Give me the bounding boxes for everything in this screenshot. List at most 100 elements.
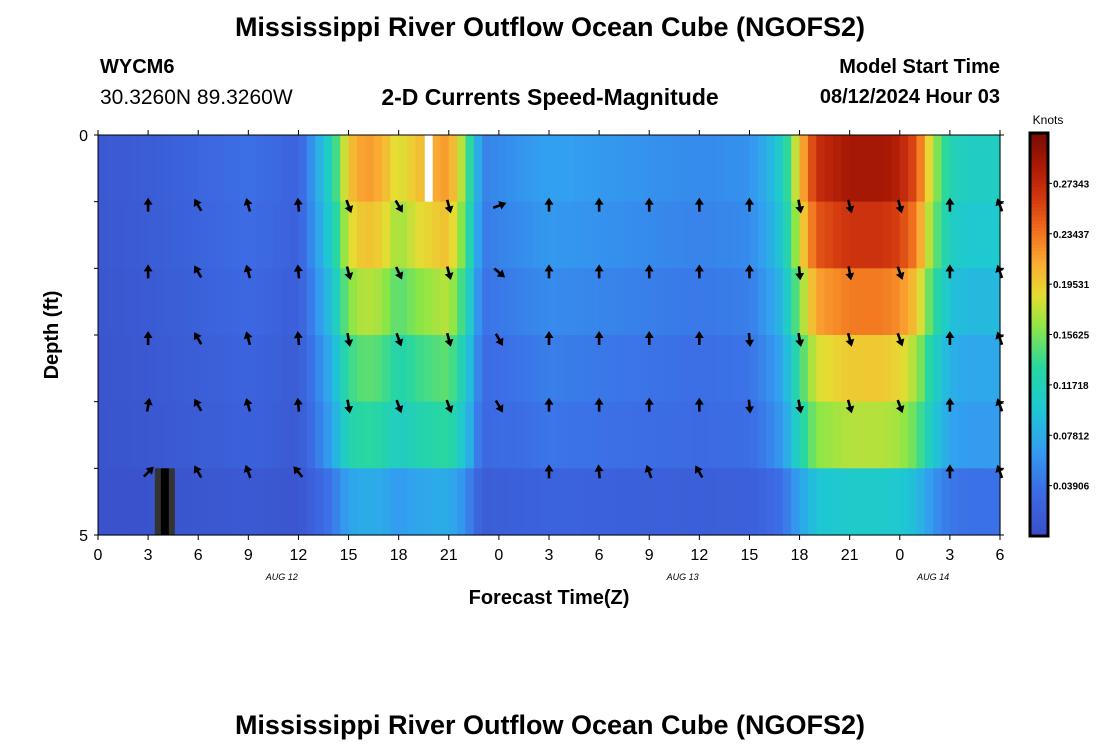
heatmap-cell xyxy=(732,468,742,536)
colorbar-segment xyxy=(1030,227,1048,231)
heatmap-cell xyxy=(231,135,241,203)
heatmap-cell xyxy=(356,135,366,203)
heatmap-cell xyxy=(615,401,625,469)
heatmap-cell xyxy=(457,335,467,403)
heatmap-cell xyxy=(390,468,400,536)
heatmap-cell xyxy=(465,335,475,403)
colorbar-segment xyxy=(1030,408,1048,413)
heatmap-cell xyxy=(908,268,918,336)
heatmap-cell xyxy=(123,268,133,336)
heatmap-cell xyxy=(824,201,834,269)
colorbar-segment xyxy=(1030,512,1048,517)
heatmap-cell xyxy=(398,468,408,536)
heatmap-cell xyxy=(841,335,851,403)
current-arrow xyxy=(845,266,855,281)
heatmap-cell xyxy=(415,201,425,269)
heatmap-cell xyxy=(615,201,625,269)
current-arrow-head xyxy=(945,464,955,472)
colorbar-segment xyxy=(1030,455,1048,460)
heatmap-cell xyxy=(214,401,224,469)
current-arrow xyxy=(193,398,203,412)
heatmap-cell xyxy=(273,201,283,269)
heatmap-cell xyxy=(615,135,625,203)
colorbar-segment xyxy=(1030,200,1048,205)
current-arrow-head xyxy=(945,331,955,338)
heatmap-cell xyxy=(490,468,500,536)
heatmap-cell xyxy=(716,335,725,403)
heatmap-cell xyxy=(106,335,116,403)
heatmap-cell xyxy=(974,201,984,269)
heatmap-cell xyxy=(206,468,216,536)
heatmap-cell xyxy=(991,135,1001,203)
heatmap-cell xyxy=(757,268,767,336)
colorbar-segment xyxy=(1030,136,1048,141)
x-tick-label: 3 xyxy=(144,547,153,564)
heatmap-cell xyxy=(799,201,809,269)
current-arrow-head xyxy=(145,466,154,475)
current-arrow xyxy=(193,332,203,345)
current-arrow xyxy=(394,332,404,347)
heatmap-cell xyxy=(340,135,350,203)
heatmap-cell xyxy=(223,201,233,269)
colorbar-segment xyxy=(1030,169,1048,174)
current-arrow-head xyxy=(293,197,303,206)
heatmap-cell xyxy=(933,401,943,469)
heatmap-cell xyxy=(189,401,199,469)
heatmap-cell xyxy=(682,201,692,269)
current-arrow xyxy=(193,198,203,212)
heatmap-cell xyxy=(582,201,592,269)
heatmap-cell xyxy=(181,268,191,336)
current-arrow xyxy=(243,331,253,346)
heatmap-cell xyxy=(423,268,433,336)
heatmap-cell xyxy=(256,468,266,536)
colorbar-segment xyxy=(1030,277,1048,282)
current-arrow-head xyxy=(594,464,604,472)
heatmap-cell xyxy=(883,468,893,536)
heatmap-cell xyxy=(674,335,684,403)
colorbar-segment xyxy=(1030,341,1048,346)
current-arrow-head xyxy=(744,264,754,272)
current-arrow xyxy=(394,266,404,280)
current-arrow xyxy=(444,199,454,214)
heatmap-cell xyxy=(465,268,475,336)
heatmap-cell xyxy=(173,201,183,269)
current-arrow-head xyxy=(544,464,554,472)
heatmap-markers xyxy=(154,135,433,535)
colorbar-segment xyxy=(1030,465,1048,470)
heatmap-cell xyxy=(306,201,316,269)
current-arrow-head xyxy=(496,269,506,278)
heatmap-cell xyxy=(331,468,341,536)
heatmap-cell xyxy=(674,268,684,336)
x-tick-label: 9 xyxy=(244,547,253,564)
heatmap-cell xyxy=(98,268,107,336)
heatmap-cell xyxy=(348,201,358,269)
current-arrow xyxy=(895,399,905,414)
heatmap-cell xyxy=(924,201,934,269)
current-arrow-head xyxy=(795,405,805,414)
current-arrow xyxy=(293,264,303,279)
heatmap-cell xyxy=(164,268,174,336)
current-arrow xyxy=(193,465,203,479)
current-arrow-head xyxy=(694,197,704,205)
heatmap-cell xyxy=(766,135,776,203)
heatmap-cell xyxy=(273,335,283,403)
heatmap-cell xyxy=(340,335,350,403)
heatmap-cell xyxy=(640,401,650,469)
colorbar-segment xyxy=(1030,334,1048,339)
heatmap-cell xyxy=(131,335,141,403)
heatmap-cell xyxy=(632,268,642,336)
current-arrow xyxy=(945,464,955,479)
heatmap-cell xyxy=(298,201,308,269)
station-coordinates: 30.3260N 89.3260W xyxy=(100,86,293,109)
colorbar-segment xyxy=(1030,149,1048,154)
heatmap-cell xyxy=(632,201,642,269)
heatmap-cell xyxy=(899,135,909,203)
x-tick-label: 6 xyxy=(194,547,203,564)
heatmap-cell xyxy=(891,468,901,536)
colorbar-segment xyxy=(1030,495,1048,500)
heatmap-cell xyxy=(599,268,609,336)
heatmap-cell xyxy=(624,135,634,203)
current-arrow-head xyxy=(594,197,604,205)
colorbar-segment xyxy=(1030,250,1048,255)
colorbar: 0.03906 0.07812 0.11718 0.15625 0.19531 0.234… xyxy=(1028,131,1090,538)
